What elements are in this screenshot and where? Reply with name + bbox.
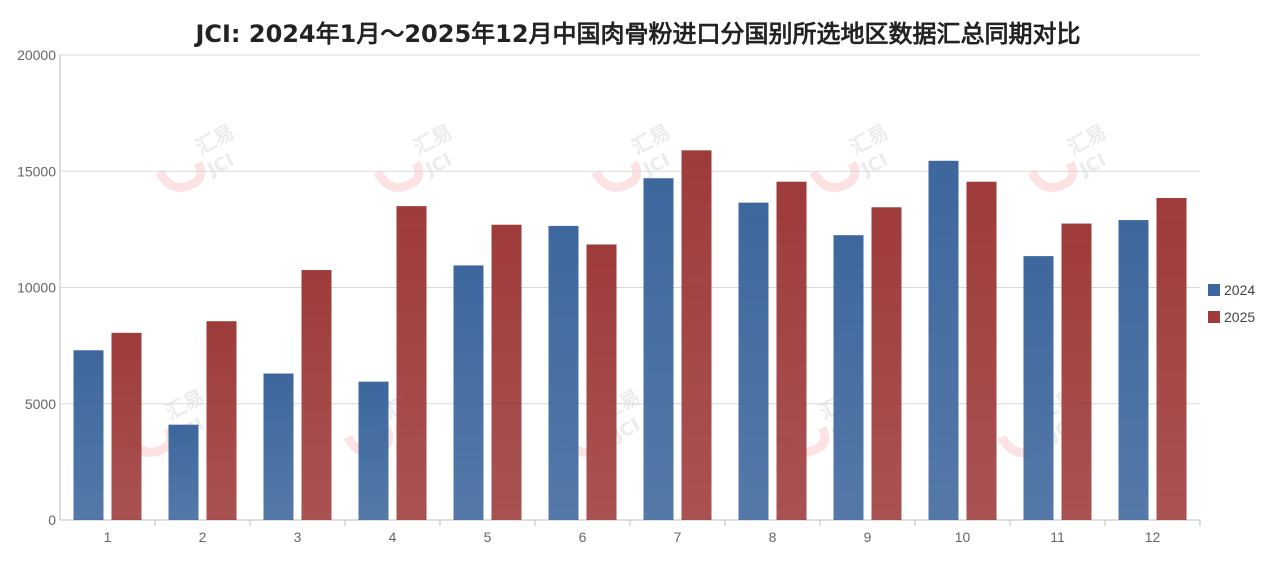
bar-2024-2 <box>168 424 199 520</box>
y-tick-label: 5000 <box>25 396 56 412</box>
watermark-brand: 汇易 <box>192 119 239 159</box>
bar-2024-4 <box>358 381 389 520</box>
bar-2025-3 <box>301 270 332 520</box>
x-tick-label: 11 <box>1050 529 1065 545</box>
watermark-brand: 汇易 <box>162 384 209 424</box>
watermark-brand: 汇易 <box>1064 119 1111 159</box>
x-tick-label: 8 <box>769 529 777 545</box>
bar-2024-5 <box>453 265 484 520</box>
x-tick-label: 10 <box>955 529 971 545</box>
x-tick-label: 1 <box>104 529 112 545</box>
bar-2024-6 <box>548 225 579 520</box>
bar-2025-5 <box>491 224 522 520</box>
y-tick-label: 20000 <box>17 47 56 63</box>
bar-2025-9 <box>871 207 902 520</box>
bar-2024-3 <box>263 373 294 520</box>
bar-2024-8 <box>738 202 769 520</box>
watermark-brand: 汇易 <box>846 119 893 159</box>
bar-2025-6 <box>586 244 617 521</box>
watermark-brand: 汇易 <box>410 119 457 159</box>
bar-2024-11 <box>1023 256 1054 520</box>
x-tick-label: 12 <box>1145 529 1161 545</box>
y-tick-label: 0 <box>48 512 56 528</box>
x-tick-label: 2 <box>199 529 207 545</box>
y-tick-label: 10000 <box>17 280 56 296</box>
bar-2025-11 <box>1061 223 1092 520</box>
x-tick-label: 6 <box>579 529 587 545</box>
bar-2025-8 <box>776 181 807 520</box>
legend-swatch-2025 <box>1208 311 1220 323</box>
bar-2025-12 <box>1156 197 1187 521</box>
legend-swatch-2024 <box>1208 284 1220 296</box>
bar-2024-1 <box>73 350 104 520</box>
chart-title: JCI: 2024年1月～2025年12月中国肉骨粉进口分国别所选地区数据汇总同… <box>195 20 1081 48</box>
x-tick-label: 7 <box>674 529 682 545</box>
bar-2025-4 <box>396 206 427 520</box>
bar-2024-10 <box>928 160 959 520</box>
bar-2025-1 <box>111 332 142 520</box>
x-tick-label: 9 <box>864 529 872 545</box>
legend-label-2024: 2024 <box>1224 282 1255 298</box>
y-tick-label: 15000 <box>17 163 56 179</box>
bar-2025-2 <box>206 321 237 520</box>
x-tick-label: 4 <box>389 529 397 545</box>
bar-2024-7 <box>643 178 674 520</box>
bar-2024-9 <box>833 235 864 520</box>
bar-2025-10 <box>966 181 997 520</box>
watermark-brand: 汇易 <box>628 119 675 159</box>
bar-2025-7 <box>681 150 712 520</box>
x-tick-label: 5 <box>484 529 492 545</box>
legend-label-2025: 2025 <box>1224 309 1255 325</box>
bar-2024-12 <box>1118 220 1149 520</box>
x-tick-label: 3 <box>294 529 302 545</box>
